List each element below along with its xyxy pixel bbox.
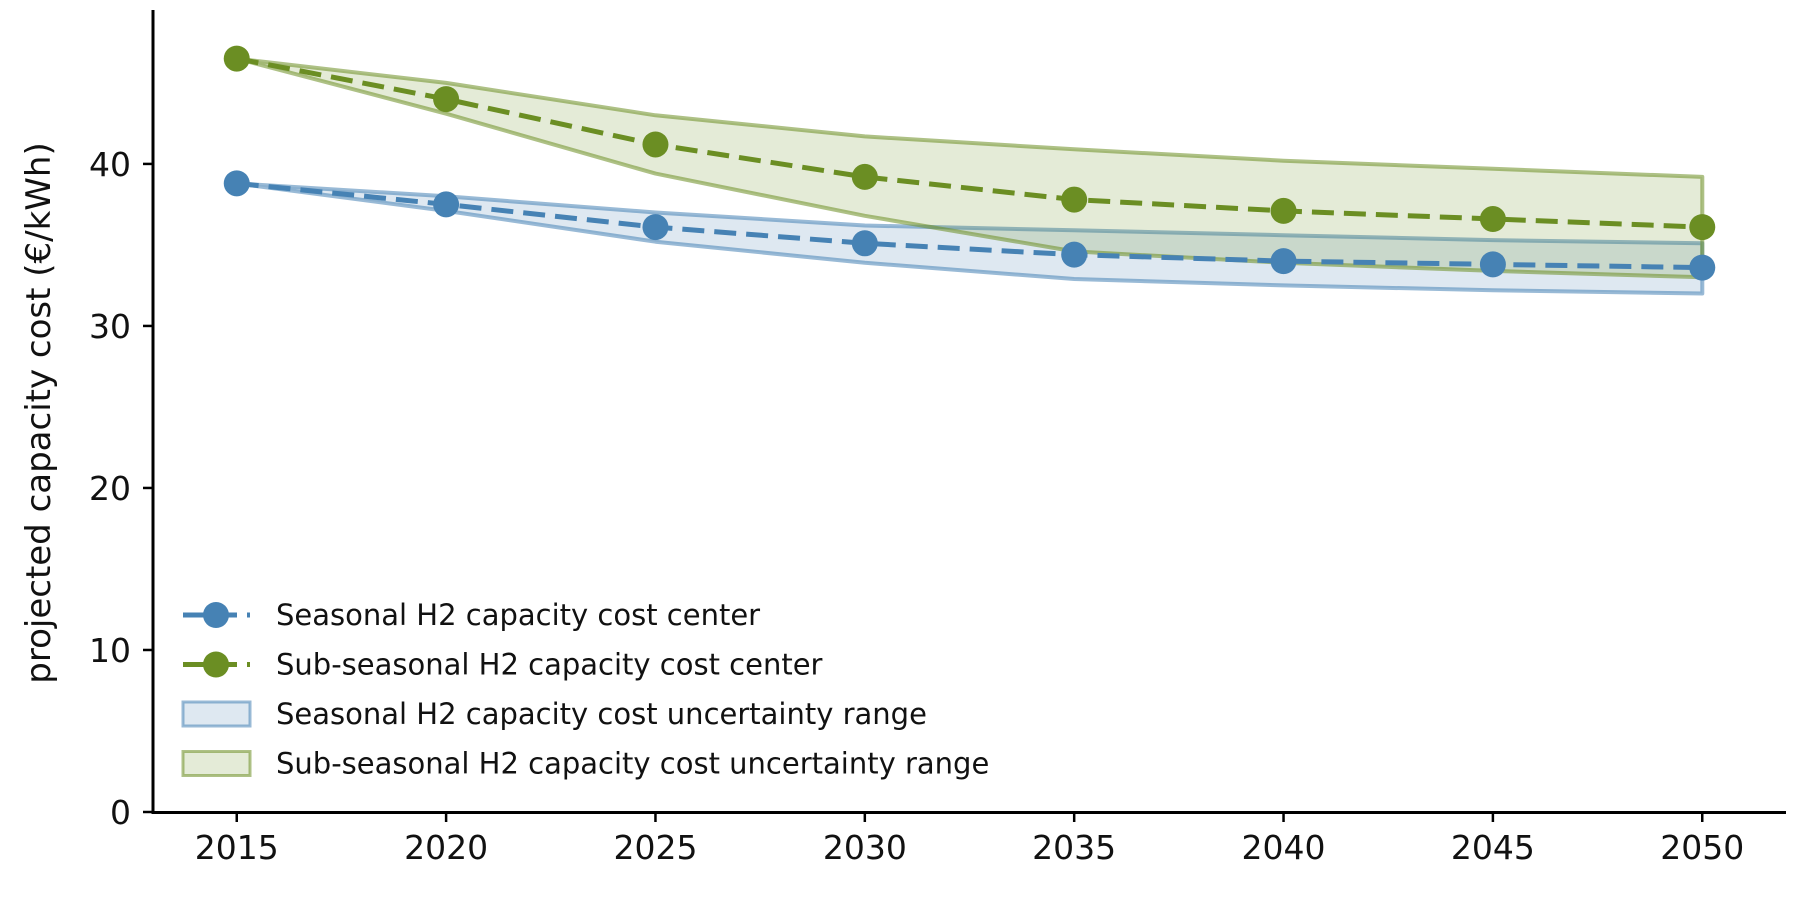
series-2-point-2015 xyxy=(223,45,250,72)
legend-band-swatch-2 xyxy=(181,750,252,777)
series-1-point-2045 xyxy=(1479,251,1506,278)
series-1-point-2035 xyxy=(1061,241,1088,268)
x-tick-label: 2015 xyxy=(195,828,279,867)
y-tick-label: 40 xyxy=(89,145,131,184)
y-tick-label: 10 xyxy=(89,631,131,670)
legend-entry-1: Seasonal H2 capacity cost center xyxy=(276,598,760,632)
y-tick-label: 30 xyxy=(89,307,131,346)
series-1-point-2050 xyxy=(1689,254,1716,281)
series-1-point-2020 xyxy=(433,191,460,218)
series-2-point-2040 xyxy=(1270,197,1297,224)
x-tick-label: 2030 xyxy=(823,828,907,867)
y-tick-label: 0 xyxy=(110,793,131,832)
center-lines xyxy=(223,45,1716,281)
x-tick-label: 2035 xyxy=(1032,828,1116,867)
legend-entry-2: Sub-seasonal H2 capacity cost center xyxy=(276,648,823,682)
legend-band-entry-1: Seasonal H2 capacity cost uncertainty ra… xyxy=(276,697,927,731)
series-2-point-2045 xyxy=(1479,206,1506,233)
series-2-point-2030 xyxy=(851,163,878,190)
legend-marker-1 xyxy=(203,602,229,628)
legend-marker-2 xyxy=(203,651,229,678)
series-1-point-2015 xyxy=(223,170,250,197)
y-axis-label: projected capacity cost (€/kWh) xyxy=(19,142,59,683)
x-tick-label: 2050 xyxy=(1660,828,1744,867)
series-1-point-2025 xyxy=(642,214,669,241)
uncertainty-bands xyxy=(234,56,1705,296)
x-tick-label: 2025 xyxy=(613,828,697,867)
series-2-point-2020 xyxy=(433,86,460,113)
y-tick-label: 20 xyxy=(89,469,131,508)
x-ticks: 2015 2020 2025 2030 2035 2040 2045 2050 xyxy=(195,812,1744,867)
legend: Seasonal H2 capacity cost center Sub-seas… xyxy=(181,598,989,781)
series-line-2 xyxy=(236,56,1703,230)
legend-band-entry-2: Sub-seasonal H2 capacity cost uncertaint… xyxy=(276,747,989,781)
y-ticks: 0 10 20 30 40 xyxy=(89,145,153,832)
series-1-point-2040 xyxy=(1270,248,1297,275)
series-2-point-2035 xyxy=(1061,186,1088,213)
x-tick-label: 2045 xyxy=(1451,828,1535,867)
series-2-point-2050 xyxy=(1689,214,1716,241)
legend-band-swatch-1 xyxy=(181,700,252,728)
x-tick-label: 2040 xyxy=(1242,828,1326,867)
axes xyxy=(151,10,1786,814)
series-1-point-2030 xyxy=(851,230,878,257)
series-2-point-2025 xyxy=(642,131,669,158)
x-tick-label: 2020 xyxy=(404,828,488,867)
series-line-1 xyxy=(236,180,1703,271)
